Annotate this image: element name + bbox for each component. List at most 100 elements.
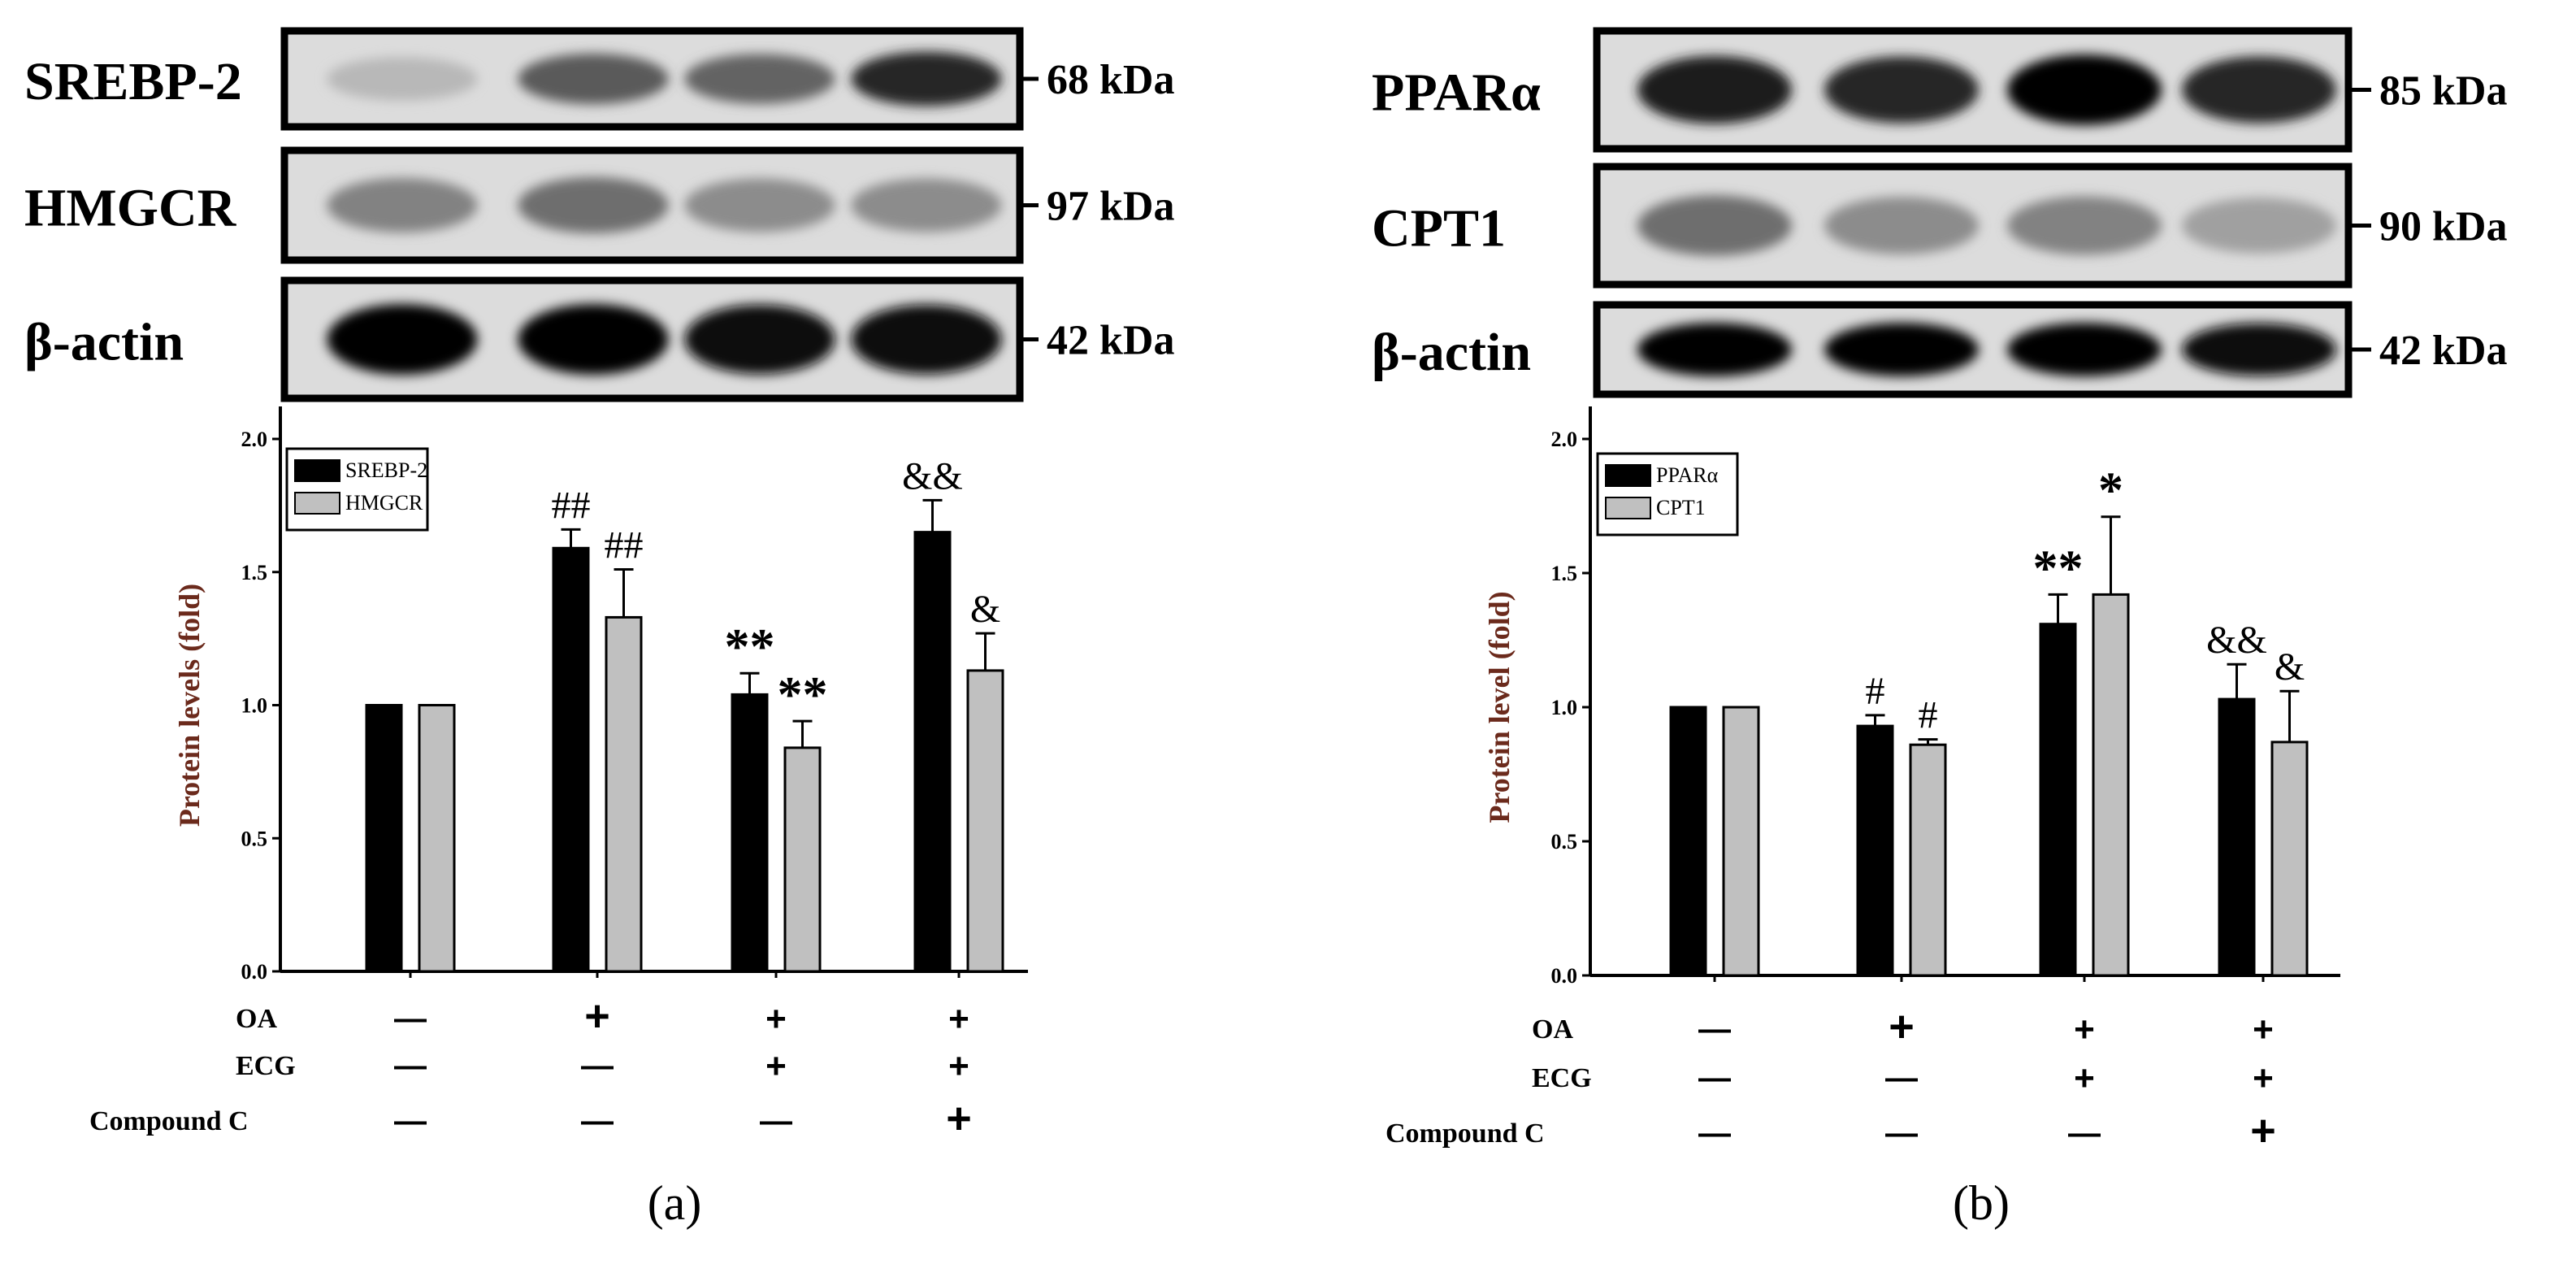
- panel-label: (a): [648, 1176, 702, 1230]
- treatment-table: OA — + + + ECG — — + + Compound C — — — +: [1386, 1002, 2276, 1155]
- blot-band: [851, 178, 1002, 232]
- significance-annotation: #: [1919, 694, 1938, 737]
- treatment-label: ECG: [1532, 1063, 1592, 1093]
- bar-ppar-: [1669, 706, 1707, 977]
- kda-label: 42 kDa: [2379, 328, 2507, 374]
- treatment-sign: —: [1698, 1011, 1731, 1047]
- significance-annotation: *: [2098, 463, 2123, 519]
- treatment-label: OA: [1532, 1014, 1573, 1045]
- treatment-sign: —: [1885, 1060, 1918, 1096]
- treatment-sign: —: [760, 1103, 792, 1139]
- blot-label: β-actin: [24, 313, 184, 372]
- panel-b: PPARα 85 kDa CPT1 90 kDa β-actin 42 kDa 0.0 0.5…: [1372, 27, 2507, 1230]
- blot-label: PPARα: [1372, 63, 1541, 123]
- treatment-sign: +: [2074, 1058, 2095, 1098]
- y-tick-label: 0.0: [1551, 964, 1578, 988]
- blot-ppar-: PPARα 85 kDa: [1372, 27, 2507, 153]
- legend-entry: HMGCR: [345, 491, 423, 515]
- treatment-sign: —: [2068, 1115, 2101, 1151]
- treatment-sign: +: [946, 1094, 972, 1143]
- blot-band: [684, 304, 835, 375]
- y-tick-label: 1.5: [1551, 562, 1578, 585]
- blot-hmgcr: HMGCR 97 kDa: [24, 146, 1174, 264]
- significance-annotation: ##: [552, 484, 591, 527]
- blot--actin: β-actin 42 kDa: [1372, 301, 2507, 398]
- blot-band: [1637, 195, 1792, 256]
- treatment-sign: +: [1889, 1002, 1915, 1051]
- blot-band: [851, 51, 1002, 106]
- blot-band: [1637, 55, 1792, 124]
- treatment-table: OA — + + + ECG — — + + Compound C — — — +: [89, 992, 972, 1143]
- legend: SREBP-2 HMGCR: [285, 447, 429, 532]
- y-tick-label: 2.0: [1551, 428, 1578, 451]
- y-axis-label: Protein level (fold): [1483, 591, 1516, 823]
- treatment-label: OA: [236, 1004, 277, 1034]
- significance-annotation: #: [1866, 670, 1885, 713]
- treatment-label: Compound C: [1386, 1118, 1545, 1149]
- legend-entry: PPARα: [1656, 463, 1719, 487]
- blot-cpt1: CPT1 90 kDa: [1372, 163, 2507, 289]
- bar-hmgcr: [783, 746, 822, 973]
- significance-annotation: ##: [605, 523, 644, 567]
- significance-annotation: &: [2275, 645, 2305, 688]
- bar-ppar-: [2218, 697, 2256, 977]
- significance-annotation: **: [2033, 541, 2084, 596]
- blot-band: [518, 304, 669, 375]
- bar-ppar-: [1856, 724, 1894, 977]
- treatment-sign: +: [2074, 1010, 2095, 1049]
- significance-annotation: **: [725, 619, 775, 675]
- bar-ppar-: [2039, 623, 2077, 977]
- treatment-sign: +: [765, 1046, 787, 1086]
- blot-label: β-actin: [1372, 323, 1531, 382]
- kda-label: 42 kDa: [1047, 318, 1174, 364]
- blot-band: [327, 178, 478, 232]
- blot-band: [1824, 197, 1979, 254]
- kda-label: 90 kDa: [2379, 204, 2507, 250]
- legend-swatch: [1605, 497, 1651, 519]
- treatment-sign: —: [394, 1048, 427, 1084]
- treatment-sign: +: [765, 999, 787, 1039]
- treatment-sign: +: [584, 992, 610, 1040]
- treatment-sign: +: [948, 999, 969, 1039]
- significance-annotation: &&: [902, 454, 963, 497]
- blot-band: [1824, 56, 1979, 124]
- blot--actin: β-actin 42 kDa: [24, 276, 1174, 402]
- blot-band: [2007, 54, 2162, 125]
- panel-label: (b): [1953, 1176, 2010, 1230]
- blot-band: [2007, 323, 2162, 376]
- blot-label: SREBP-2: [24, 52, 242, 111]
- significance-annotation: &: [970, 588, 1000, 631]
- bar-chart: 0.0 0.5 1.0 1.5 2.0 Protein level (fold) # ** &&…: [1483, 406, 2340, 988]
- significance-annotation: &&: [2206, 619, 2267, 662]
- treatment-sign: +: [2253, 1058, 2274, 1098]
- treatment-sign: —: [581, 1048, 614, 1084]
- blot-band: [851, 304, 1002, 375]
- treatment-sign: —: [581, 1103, 614, 1139]
- significance-annotation: **: [778, 667, 828, 723]
- bar-cpt1: [1909, 743, 1947, 977]
- legend-swatch: [294, 492, 340, 515]
- treatment-label: Compound C: [89, 1106, 249, 1136]
- legend-swatch: [294, 459, 340, 482]
- treatment-sign: —: [394, 1001, 427, 1036]
- blot-band: [2182, 56, 2336, 124]
- y-tick-label: 0.5: [241, 827, 268, 850]
- bar-cpt1: [2270, 741, 2309, 977]
- legend-entry: CPT1: [1656, 496, 1706, 519]
- kda-label: 85 kDa: [2379, 68, 2507, 115]
- treatment-sign: —: [1698, 1115, 1731, 1151]
- y-tick-label: 0.5: [1551, 830, 1578, 854]
- blot-label: HMGCR: [24, 179, 237, 238]
- blot-band: [1824, 323, 1979, 376]
- y-tick-label: 1.5: [241, 561, 268, 584]
- bar-chart: 0.0 0.5 1.0 1.5 2.0 Protein levels (fold) ## **…: [173, 406, 1028, 984]
- bar-srebp-2: [365, 704, 403, 973]
- y-tick-label: 1.0: [241, 694, 268, 718]
- bar-hmgcr: [966, 669, 1004, 973]
- bar-hmgcr: [605, 615, 643, 973]
- y-tick-label: 1.0: [1551, 696, 1578, 719]
- blot-band: [684, 54, 835, 104]
- bar-cpt1: [2092, 593, 2130, 977]
- blot-band: [327, 304, 478, 375]
